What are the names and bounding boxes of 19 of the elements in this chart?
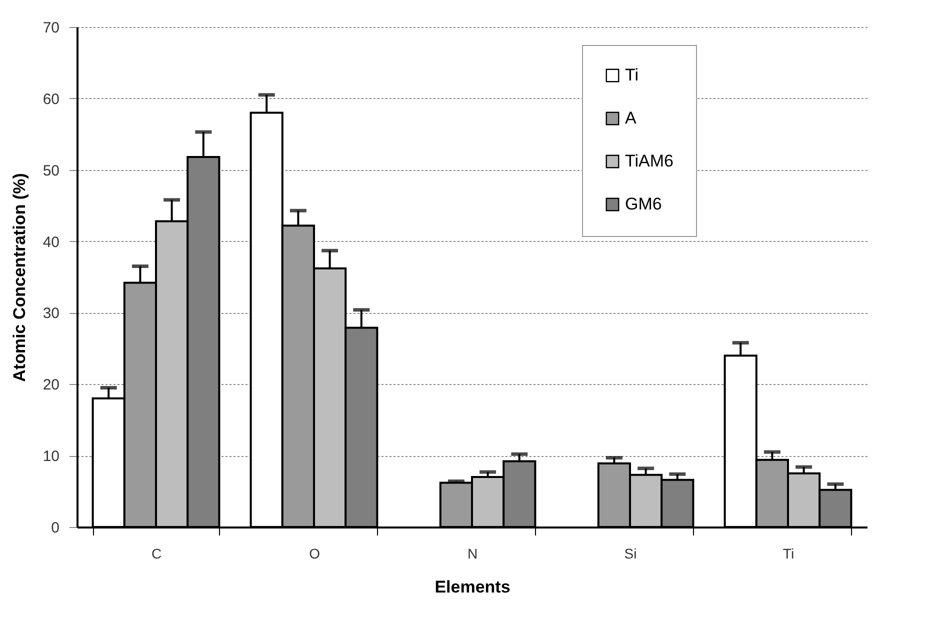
y-tick-label: 30 (42, 305, 60, 322)
x-tick-label: C (151, 546, 162, 562)
y-tick-label: 0 (51, 520, 60, 536)
y-tick-label: 10 (42, 448, 60, 466)
x-tick-label: O (309, 546, 320, 562)
x-axis-title: Elements (434, 578, 510, 596)
legend-label: A (625, 108, 637, 128)
y-tick-label: 40 (42, 234, 60, 251)
legend-label: GM6 (625, 194, 662, 214)
x-tick-label: Si (624, 546, 637, 562)
legend-label: Ti (625, 66, 639, 84)
y-tick-label: 70 (42, 20, 60, 36)
x-tick-label: N (467, 546, 478, 562)
legend-label: TiAM6 (625, 152, 674, 170)
y-tick-label: 20 (42, 376, 60, 394)
x-tick-label: Ti (782, 546, 794, 562)
y-tick-label: 50 (42, 162, 60, 180)
y-axis-title: Atomic Concentration (%) (10, 173, 29, 382)
y-tick-label: 60 (42, 90, 60, 108)
